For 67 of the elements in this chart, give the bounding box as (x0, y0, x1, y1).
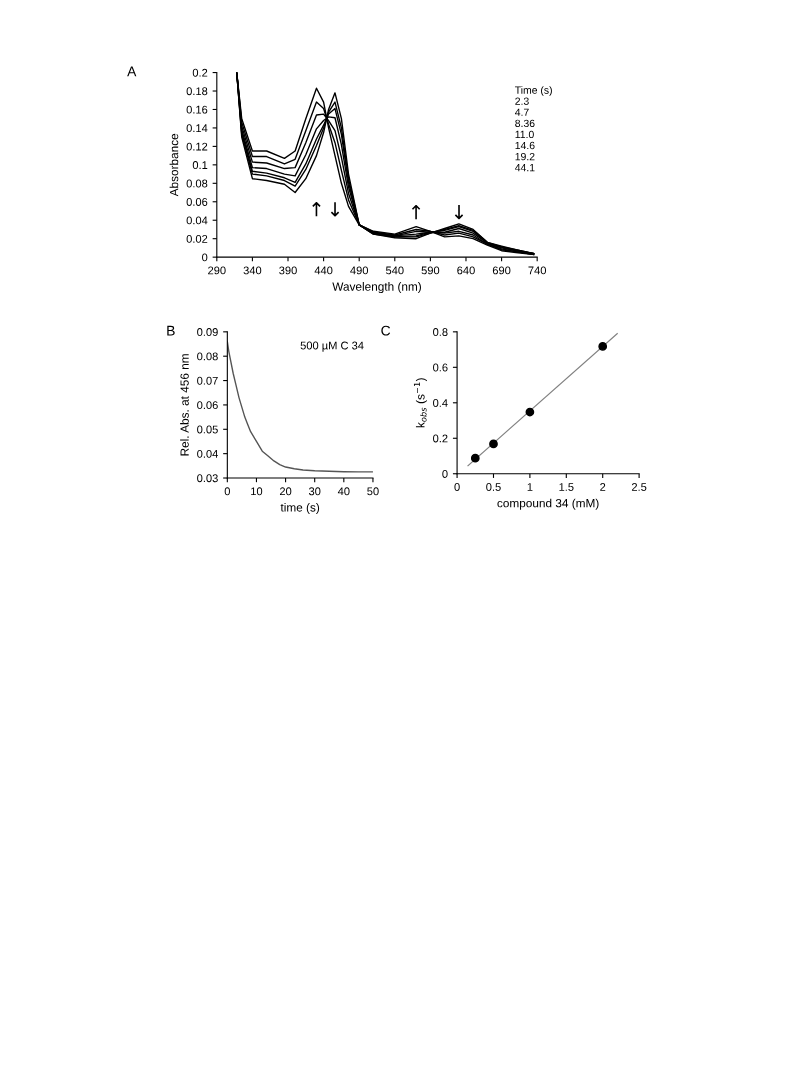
y-tick-label: 0.05 (197, 425, 218, 434)
y-tick-label: 0 (442, 470, 448, 478)
x-tick-label: 50 (367, 487, 379, 496)
x-tick-label: 340 (243, 266, 262, 275)
chart-title: B (167, 325, 175, 336)
y-tick-label: 0.03 (197, 474, 218, 483)
x-axis-title: Wavelength (nm) (332, 282, 421, 294)
y-tick-label: 0.2 (192, 68, 208, 77)
x-tick-label: 40 (337, 487, 350, 496)
x-tick-label: 540 (385, 266, 404, 275)
y-tick-label: 0.04 (186, 216, 208, 225)
x-tick-label: 740 (528, 266, 547, 275)
x-tick-label: 640 (457, 266, 475, 275)
y-axis-title: Rel. Abs. at 456 nm (180, 354, 189, 456)
annotation: 19.2 (515, 152, 535, 161)
y-axis-title: Absorbance (169, 133, 179, 197)
annotation: Time (s) (514, 86, 552, 96)
x-tick-label: 490 (350, 266, 369, 275)
y-tick-label: 0.1 (192, 161, 208, 169)
annotation: 2.3 (515, 97, 529, 105)
y-tick-label: 0.2 (433, 434, 448, 443)
x-tick-label: 0 (454, 483, 460, 491)
annotation: ↓ (330, 202, 340, 217)
annotation: ↓ (454, 204, 464, 220)
x-tick-label: 290 (208, 266, 226, 275)
annotation: ↑ (312, 202, 321, 217)
y-tick-label: 0.6 (433, 363, 448, 372)
x-axis-title: compound 34 (mM) (497, 498, 599, 510)
annotation: 11.0 (515, 130, 534, 139)
annotation: 14.6 (515, 141, 535, 150)
x-tick-label: 690 (492, 266, 511, 275)
x-tick-label: 2.5 (631, 483, 647, 491)
annotation: 8.36 (515, 119, 535, 128)
annotation: 44.1 (514, 164, 535, 172)
y-axis-title: k$_{obs}$ (s$^{−1}$) (413, 378, 427, 428)
annotation: ↑ (411, 204, 421, 220)
y-tick-label: 0.8 (433, 328, 448, 336)
x-tick-label: 0.5 (486, 483, 501, 491)
x-tick-label: 590 (421, 266, 440, 275)
y-tick-label: 0.4 (433, 399, 448, 407)
x-tick-label: 1.5 (559, 483, 574, 491)
x-tick-label: 1 (527, 483, 533, 491)
x-tick-label: 0 (224, 487, 230, 496)
x-tick-label: 10 (251, 487, 263, 496)
x-axis-title: time (s) (280, 502, 320, 514)
annotation: 500 µM C 34 (300, 341, 364, 352)
y-tick-label: 0.09 (197, 328, 218, 336)
y-tick-label: 0 (202, 253, 208, 262)
x-tick-label: 20 (279, 487, 292, 496)
y-tick-label: 0.07 (197, 376, 218, 385)
y-tick-label: 0.18 (186, 87, 208, 96)
y-tick-label: 0.04 (197, 449, 218, 458)
y-tick-label: 0.06 (186, 198, 208, 206)
x-tick-label: 30 (308, 487, 321, 496)
y-tick-label: 0.06 (197, 401, 218, 410)
x-tick-label: 440 (314, 266, 333, 275)
y-tick-label: 0.14 (186, 124, 208, 133)
x-tick-label: 390 (279, 266, 297, 275)
y-tick-label: 0.08 (186, 179, 208, 188)
annotation: 4.7 (514, 108, 529, 116)
x-tick-label: 2 (600, 483, 606, 491)
y-tick-label: 0.12 (186, 142, 208, 151)
chart-title: A (127, 66, 137, 77)
y-tick-label: 0.08 (197, 352, 218, 361)
y-tick-label: 0.16 (186, 105, 208, 114)
chart-title: C (381, 325, 391, 336)
y-tick-label: 0.02 (186, 234, 208, 243)
